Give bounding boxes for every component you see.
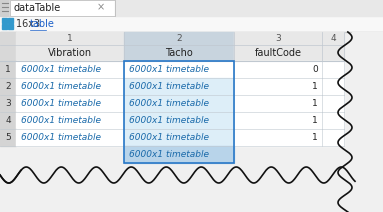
Text: table: table (30, 19, 55, 29)
Bar (0, 61, 16, 78)
Text: ×: × (97, 3, 105, 13)
Text: 3: 3 (5, 99, 11, 108)
Bar (0, 0, 10, 16)
Bar (234, 32, 322, 61)
Text: 2: 2 (5, 82, 11, 91)
Bar (16, 32, 124, 61)
Text: 6000x1 timetable: 6000x1 timetable (129, 133, 209, 142)
Text: 16x3: 16x3 (16, 19, 43, 29)
Bar (124, 112, 234, 129)
Bar (115, 0, 383, 16)
Bar (352, 32, 383, 212)
Text: 6000x1 timetable: 6000x1 timetable (129, 116, 209, 125)
Bar (0, 129, 16, 146)
Text: 1: 1 (312, 116, 318, 125)
Text: 1: 1 (312, 82, 318, 91)
Bar (0, 32, 383, 212)
Text: 5: 5 (5, 133, 11, 142)
Bar (0, 78, 16, 95)
Bar (124, 32, 234, 61)
Bar (322, 112, 344, 129)
Bar (16, 61, 124, 78)
Bar (16, 129, 124, 146)
Bar (2, 24, 7, 29)
Bar (16, 112, 124, 129)
Bar (234, 129, 322, 146)
Bar (322, 78, 344, 95)
Text: 1: 1 (5, 65, 11, 74)
Bar (322, 61, 344, 78)
Bar (16, 95, 124, 112)
Text: 4: 4 (330, 34, 336, 43)
Bar (0, 32, 16, 61)
Bar (8, 24, 13, 29)
Bar (0, 112, 16, 129)
Bar (124, 78, 234, 95)
Text: faultCode: faultCode (254, 48, 301, 58)
Bar (322, 129, 344, 146)
Bar (0, 16, 383, 32)
Text: Vibration: Vibration (48, 48, 92, 58)
Bar (124, 146, 234, 163)
Text: 6000x1 timetable: 6000x1 timetable (21, 82, 101, 91)
Text: Tacho: Tacho (165, 48, 193, 58)
Bar (234, 95, 322, 112)
Bar (124, 129, 234, 146)
Bar (234, 61, 322, 78)
Text: 1: 1 (312, 133, 318, 142)
Text: 6000x1 timetable: 6000x1 timetable (21, 65, 101, 74)
Text: 6000x1 timetable: 6000x1 timetable (129, 65, 209, 74)
Text: 6000x1 timetable: 6000x1 timetable (21, 116, 101, 125)
Text: 6000x1 timetable: 6000x1 timetable (21, 133, 101, 142)
Bar (124, 95, 234, 112)
Bar (0, 0, 383, 16)
Bar (124, 61, 234, 163)
Text: 6000x1 timetable: 6000x1 timetable (129, 150, 209, 159)
Bar (2, 18, 7, 23)
Bar (10, 0, 115, 16)
Bar (16, 78, 124, 95)
Bar (322, 32, 344, 61)
Text: 6000x1 timetable: 6000x1 timetable (21, 99, 101, 108)
Bar (0, 183, 355, 212)
Text: 6000x1 timetable: 6000x1 timetable (129, 82, 209, 91)
Text: 2: 2 (176, 34, 182, 43)
Bar (8, 18, 13, 23)
Text: 3: 3 (275, 34, 281, 43)
Bar (0, 95, 16, 112)
Bar (234, 112, 322, 129)
Bar (322, 95, 344, 112)
Text: dataTable: dataTable (14, 3, 61, 13)
Bar (124, 61, 234, 78)
Bar (10, 0, 115, 16)
Text: 1: 1 (67, 34, 73, 43)
Text: 4: 4 (5, 116, 11, 125)
Text: 0: 0 (312, 65, 318, 74)
Bar (352, 32, 383, 212)
Text: 1: 1 (312, 99, 318, 108)
Bar (234, 78, 322, 95)
Text: 6000x1 timetable: 6000x1 timetable (129, 99, 209, 108)
